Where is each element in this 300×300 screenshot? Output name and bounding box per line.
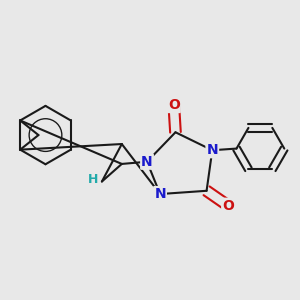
Text: O: O <box>222 199 234 213</box>
Text: O: O <box>168 98 180 112</box>
Text: N: N <box>141 155 153 169</box>
Text: N: N <box>154 187 166 201</box>
Text: H: H <box>87 173 98 186</box>
Text: N: N <box>206 143 218 157</box>
